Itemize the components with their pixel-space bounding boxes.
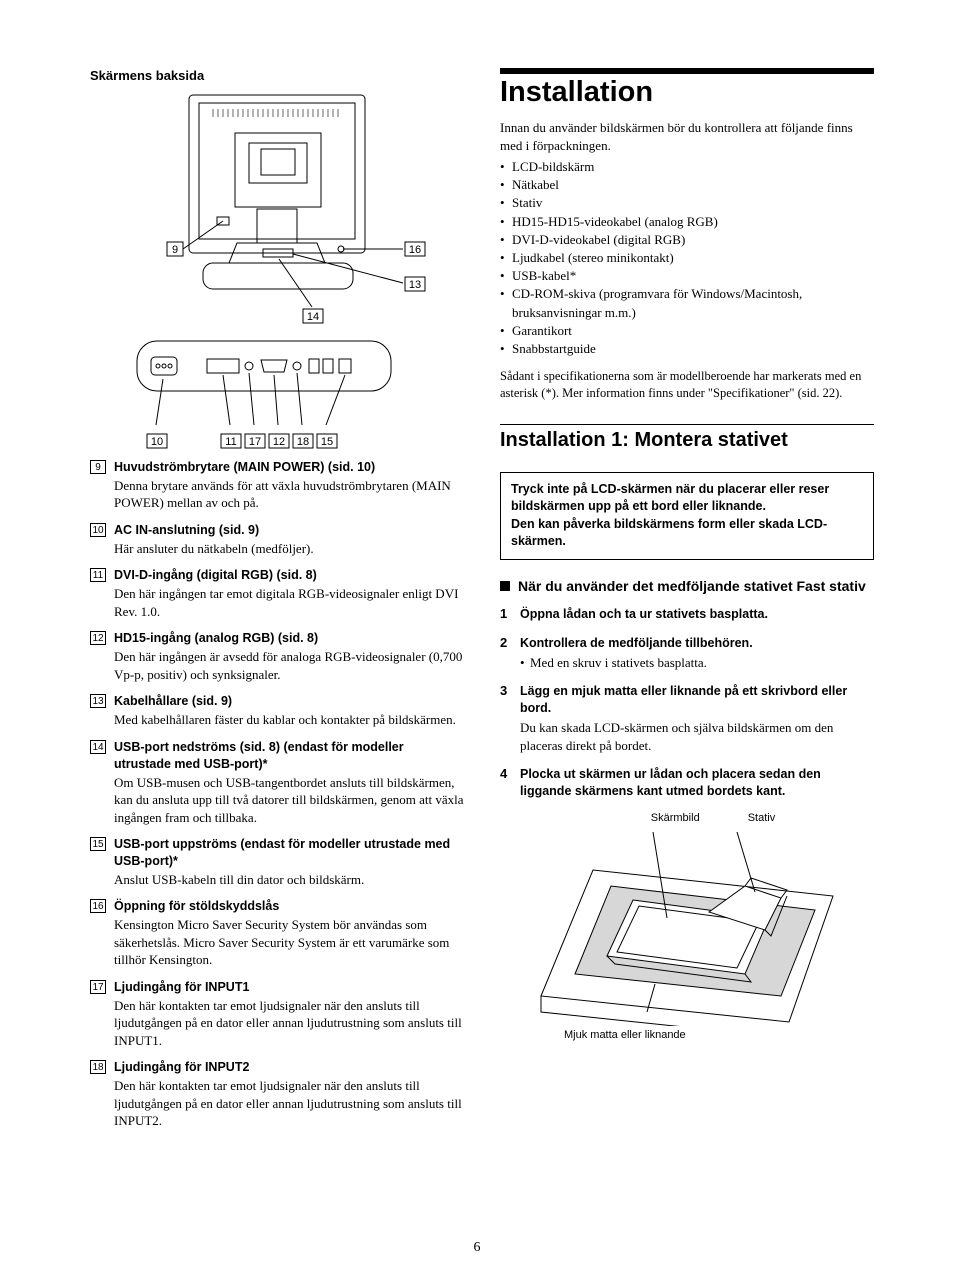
package-item: DVI-D-videokabel (digital RGB) [500,231,874,249]
package-list: LCD-bildskärmNätkabelStativHD15-HD15-vid… [500,158,874,358]
package-intro: Innan du använder bildskärmen bör du kon… [500,119,874,154]
svg-text:16: 16 [409,244,421,256]
step-item: 3 Lägg en mjuk matta eller liknande på et… [500,683,874,754]
svg-text:10: 10 [151,436,163,448]
svg-text:17: 17 [249,436,261,448]
install-steps: 1 Öppna lådan och ta ur stativets basplat… [500,606,874,800]
package-item: LCD-bildskärm [500,158,874,176]
definition-title: Ljudingång för INPUT1 [114,979,464,996]
callout-number: 14 [90,740,106,754]
package-item: USB-kabel* [500,267,874,285]
svg-text:13: 13 [409,279,421,291]
step-number: 2 [500,635,507,650]
step-title: Öppna lådan och ta ur stativets basplatt… [520,606,874,623]
definition-body: Denna brytare används för att växla huvu… [114,477,464,512]
package-item: CD-ROM-skiva (programvara för Windows/Ma… [500,285,874,321]
definition-body: Här ansluter du nätkabeln (medföljer). [114,540,464,558]
rear-panel-heading: Skärmens baksida [90,68,464,83]
definition-title: Ljudingång för INPUT2 [114,1059,464,1076]
definition-item: 11 DVI-D-ingång (digital RGB) (sid. 8)Den… [90,567,464,620]
right-column: Installation Innan du använder bildskärm… [500,68,874,1130]
callout-number: 10 [90,523,106,537]
warning-box: Tryck inte på LCD-skärmen när du placera… [500,472,874,560]
page-number: 6 [0,1240,954,1256]
rear-panel-definitions: 9 Huvudströmbrytare (MAIN POWER) (sid. 10… [90,459,464,1130]
step-number: 3 [500,683,507,698]
callout-number: 15 [90,837,106,851]
fig2-label-stand: Stativ [748,812,776,824]
install-step1-heading: Installation 1: Montera stativet [500,429,874,452]
definition-body: Om USB-musen och USB-tangentbordet anslu… [114,774,464,827]
callout-number: 11 [90,568,106,582]
callout-number: 12 [90,631,106,645]
definition-item: 12 HD15-ingång (analog RGB) (sid. 8)Den h… [90,630,464,683]
definition-item: 15 USB-port uppströms (endast för modelle… [90,836,464,888]
definition-item: 9 Huvudströmbrytare (MAIN POWER) (sid. 10… [90,459,464,512]
definition-title: USB-port uppströms (endast för modeller … [114,836,464,870]
step-title: Kontrollera de medföljande tillbehören. [520,635,874,652]
definition-item: 10 AC IN-anslutning (sid. 9)Här ansluter … [90,522,464,557]
step-item: 1 Öppna lådan och ta ur stativets basplat… [500,606,874,623]
package-item: Nätkabel [500,176,874,194]
step-body: Du kan skada LCD-skärmen och själva bild… [520,719,874,754]
definition-title: DVI-D-ingång (digital RGB) (sid. 8) [114,567,464,584]
package-item: Snabbstartguide [500,340,874,358]
definition-item: 17 Ljudingång för INPUT1Den här kontakten… [90,979,464,1050]
definition-body: Den här kontakten tar emot ljudsignaler … [114,997,464,1050]
definition-body: Med kabelhållaren fäster du kablar och k… [114,711,464,729]
definition-title: HD15-ingång (analog RGB) (sid. 8) [114,630,464,647]
package-item: Garantikort [500,322,874,340]
svg-text:11: 11 [225,436,236,448]
svg-text:15: 15 [321,436,333,448]
step-item: 4 Plocka ut skärmen ur lådan och placera … [500,766,874,800]
left-column: Skärmens baksida [90,68,464,1130]
svg-text:9: 9 [172,244,178,256]
step-title: Plocka ut skärmen ur lådan och placera s… [520,766,874,800]
callout-number: 16 [90,899,106,913]
definition-title: AC IN-anslutning (sid. 9) [114,522,464,539]
step-title: Lägg en mjuk matta eller liknande på ett… [520,683,874,717]
definition-title: Huvudströmbrytare (MAIN POWER) (sid. 10) [114,459,464,476]
stand-figure: Skärmbild Stativ [500,812,874,1043]
callout-number: 9 [90,460,106,474]
heading-rule [500,68,874,74]
subheading-rule [500,424,874,425]
definition-title: Öppning för stöldskyddslås [114,898,464,915]
svg-text:14: 14 [307,311,319,323]
asterisk-note: Sådant i specifikationerna som är modell… [500,368,874,402]
definition-body: Den här ingången tar emot digitala RGB-v… [114,585,464,620]
definition-body: Anslut USB-kabeln till din dator och bil… [114,871,464,889]
package-item: Ljudkabel (stereo minikontakt) [500,249,874,267]
rear-panel-diagram: 9 16 13 14 10 11 17 12 18 15 [90,89,464,449]
callout-number: 17 [90,980,106,994]
package-item: HD15-HD15-videokabel (analog RGB) [500,213,874,231]
step-item: 2 Kontrollera de medföljande tillbehören.… [500,635,874,671]
package-item: Stativ [500,194,874,212]
stand-figure-svg [537,826,837,1026]
definition-body: Kensington Micro Saver Security System b… [114,916,464,969]
step-body: Med en skruv i stativets basplatta. [520,654,874,672]
installation-heading: Installation [500,76,874,109]
svg-text:18: 18 [297,436,309,448]
fixed-stand-subheading: När du använder det medföljande stativet… [500,578,874,594]
callout-number: 13 [90,694,106,708]
fig2-label-mat: Mjuk matta eller liknande [564,1029,686,1041]
definition-item: 13 Kabelhållare (sid. 9)Med kabelhållaren… [90,693,464,728]
definition-body: Den här ingången är avsedd för analoga R… [114,648,464,683]
definition-item: 18 Ljudingång för INPUT2Den här kontakten… [90,1059,464,1130]
step-number: 4 [500,766,507,781]
step-number: 1 [500,606,507,621]
definition-body: Den här kontakten tar emot ljudsignaler … [114,1077,464,1130]
definition-item: 14 USB-port nedströms (sid. 8) (endast fö… [90,739,464,826]
definition-item: 16 Öppning för stöldskyddslåsKensington M… [90,898,464,969]
svg-text:12: 12 [273,436,285,448]
definition-title: USB-port nedströms (sid. 8) (endast för … [114,739,464,773]
callout-number: 18 [90,1060,106,1074]
definition-title: Kabelhållare (sid. 9) [114,693,464,710]
fig2-label-screen: Skärmbild [651,812,700,824]
